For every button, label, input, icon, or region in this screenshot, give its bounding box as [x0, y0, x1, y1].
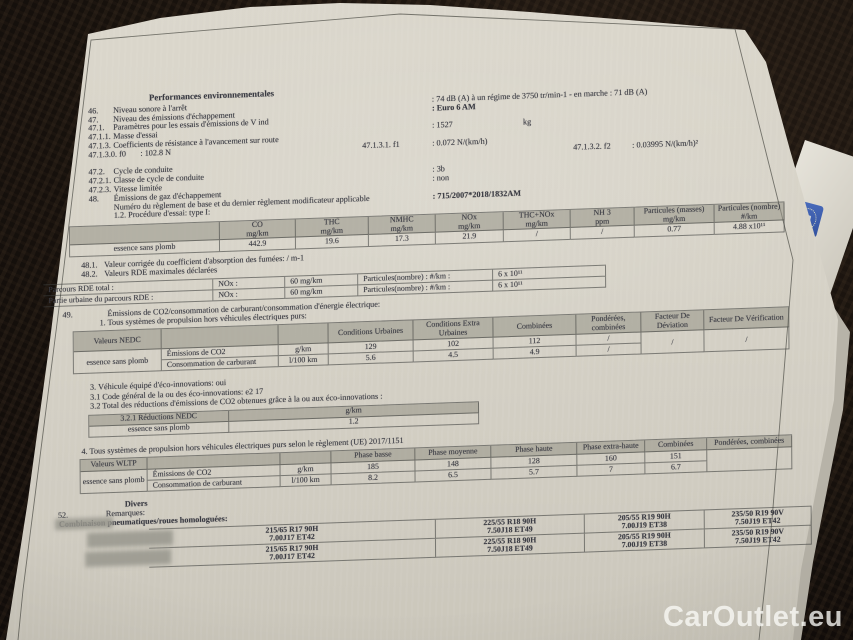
table-cell: 19.6	[295, 235, 369, 250]
redaction-smudge	[54, 517, 114, 531]
item-number: 48.2.	[81, 269, 98, 279]
header-unit: mg/km	[246, 228, 269, 238]
column-header: NOx mg/km	[435, 212, 504, 233]
rim-size: 7.50J19 ET42	[735, 535, 781, 546]
verification-factor-cell: /	[704, 327, 790, 353]
item-number: 49.	[62, 310, 73, 320]
table-cell: 21.9	[435, 230, 504, 245]
watermark: CarOutlet.eu	[662, 601, 843, 633]
redaction-smudge	[87, 530, 174, 549]
table-cell: 5.6	[328, 351, 414, 366]
rim-size: 7.00J19 ET38	[621, 539, 668, 550]
column-header: NH 3 ppm	[570, 207, 635, 229]
rim-size: 7.00J17 ET42	[269, 532, 315, 544]
header-unit: mg/km	[390, 223, 413, 233]
header-unit: #/km	[740, 211, 758, 221]
rim-size: 7.50J18 ET49	[487, 543, 533, 555]
column-header: Pondérées, combinées	[576, 312, 642, 336]
item-unit: kg	[522, 117, 532, 127]
column-header: Facteur De Déviation	[641, 310, 705, 333]
header-unit: mg/km	[525, 218, 548, 229]
table-cell: 442.9	[219, 237, 296, 253]
table-cell: 8.2	[331, 471, 416, 486]
item-label: 1.2. Procédure d'essai: type I:	[113, 207, 211, 221]
table-cell: 60 mg/km	[285, 285, 359, 299]
rim-size: 7.00J19 ET38	[621, 520, 668, 531]
header-unit: mg/km	[662, 213, 686, 224]
rim-size: 7.50J18 ET49	[487, 524, 533, 536]
table-cell: /	[576, 343, 642, 358]
table-cell: 6.5	[415, 468, 492, 483]
document-content: Performances environnementales 46. Nivea…	[43, 71, 812, 571]
header-unit: ppm	[595, 216, 610, 226]
table-cell: NOx :	[213, 287, 286, 302]
table-cell	[707, 447, 793, 473]
header-unit: mg/km	[320, 225, 344, 236]
table-cell: 4.88 x10¹¹	[714, 220, 785, 236]
rim-size: 7.50J19 ET42	[734, 516, 781, 527]
item-number: 48.	[88, 194, 99, 204]
fuel-row-label: essence sans plomb	[73, 349, 162, 375]
table-cell: 17.3	[368, 232, 436, 248]
column-header: NMHC mg/km	[368, 214, 436, 236]
table-cell: 0.77	[634, 223, 715, 238]
rim-size: 7.00J17 ET42	[269, 551, 315, 563]
header-unit: mg/km	[458, 220, 481, 231]
unit-cell: l/100 km	[280, 474, 332, 488]
table-cell: 7	[577, 463, 646, 477]
column-header: THC+NOx mg/km	[503, 210, 571, 231]
table-cell: 4.9	[493, 346, 577, 360]
fuel-row-label: essence sans plomb	[80, 469, 148, 495]
redaction-smudge	[85, 549, 172, 568]
item-label: Valeurs RDE maximales déclarées	[104, 265, 218, 279]
unit-cell: l/100 km	[278, 354, 329, 368]
table-cell: /	[570, 225, 635, 241]
table-cell: 4.5	[413, 348, 494, 363]
tyre-spec-cell: 235/50 R19 90V 7.50J19 ET42	[704, 526, 812, 549]
table-cell: /	[503, 228, 571, 243]
table-cell: 5.7	[491, 465, 578, 480]
empty-header-cell	[278, 323, 329, 346]
table-cell: 6.7	[645, 461, 708, 475]
column-header: Conditions Extra Urbaines	[413, 317, 494, 341]
deviation-factor-cell: /	[641, 330, 705, 355]
